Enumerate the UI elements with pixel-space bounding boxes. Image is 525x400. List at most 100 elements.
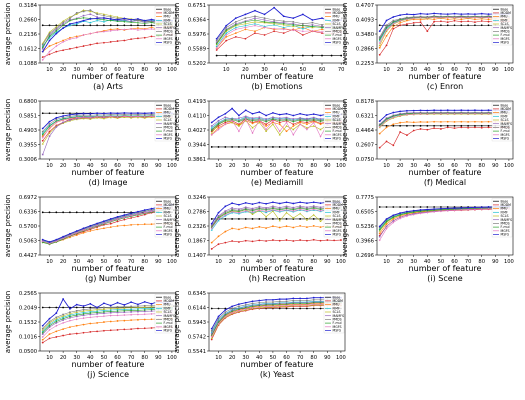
legend-entry: MDDM — [333, 299, 344, 303]
x-tick-label: 50 — [101, 163, 108, 169]
x-tick-label: 20 — [60, 163, 67, 169]
data-point — [210, 125, 213, 127]
data-point — [321, 54, 323, 57]
data-point — [406, 210, 408, 213]
data-point — [238, 305, 240, 308]
data-point — [48, 45, 51, 47]
data-point — [385, 218, 388, 220]
legend-entry: MDDM — [164, 203, 175, 207]
data-point — [378, 44, 381, 47]
data-point — [48, 324, 51, 327]
data-point — [487, 24, 490, 27]
data-point — [123, 328, 126, 331]
y-axis-label: average precision — [4, 99, 12, 161]
legend-entry: F-mul — [501, 225, 510, 229]
data-point — [62, 115, 65, 117]
data-point — [143, 308, 146, 312]
data-point — [251, 122, 254, 125]
data-point — [299, 224, 302, 227]
data-point — [130, 18, 133, 21]
legend-entry: F-mul — [333, 129, 342, 133]
series-line-pmu — [42, 223, 172, 245]
legend-entry: PMDS — [333, 30, 342, 34]
data-point — [378, 120, 381, 123]
y-tick-label: 0.4707 — [356, 3, 374, 9]
x-tick-label: 20 — [229, 259, 236, 265]
series-line-fimf — [379, 16, 509, 41]
series-line-pmds — [42, 206, 172, 243]
legend: BaseMDDMPMUFIMFSCLSMAMFSPMDSF-mulMGFSMSF… — [323, 102, 345, 142]
data-point — [150, 115, 153, 118]
data-point — [426, 121, 429, 123]
data-point — [306, 114, 308, 117]
data-point — [292, 133, 295, 136]
y-tick-label: 0.3861 — [188, 157, 206, 163]
data-point — [123, 309, 126, 312]
data-point — [244, 109, 247, 112]
data-point — [312, 207, 315, 210]
legend-entry: MDDM — [501, 107, 512, 111]
series-line-pmds — [379, 207, 509, 228]
data-point — [433, 24, 436, 27]
data-point — [41, 211, 44, 214]
legend-entry: PMDS — [164, 222, 173, 226]
data-point — [265, 210, 268, 213]
data-point — [234, 28, 237, 31]
data-point — [103, 222, 105, 225]
data-point — [474, 120, 476, 123]
data-point — [82, 10, 85, 13]
data-point — [265, 128, 268, 131]
series-line-pmu — [211, 303, 341, 337]
data-point — [244, 117, 247, 121]
data-point — [272, 121, 274, 124]
data-point — [143, 307, 146, 310]
data-point — [467, 126, 470, 129]
data-point — [137, 305, 139, 307]
data-point — [292, 206, 295, 209]
data-point — [258, 146, 261, 148]
data-point — [406, 109, 408, 112]
data-point — [109, 308, 112, 311]
x-tick-label: 20 — [397, 163, 404, 169]
series-line-mgfs — [211, 118, 342, 138]
data-point — [215, 54, 218, 57]
legend-entry: Base — [501, 7, 509, 11]
data-point — [123, 216, 126, 219]
data-point — [285, 211, 288, 214]
data-point — [103, 220, 105, 223]
data-point — [467, 206, 470, 209]
data-point — [412, 113, 415, 116]
data-point — [273, 6, 276, 9]
data-point — [238, 203, 240, 206]
data-point — [406, 113, 408, 116]
x-tick-label: 40 — [256, 259, 263, 265]
x-tick-label: 90 — [324, 355, 331, 361]
data-point — [41, 136, 44, 139]
data-point — [210, 338, 213, 341]
data-point — [299, 218, 302, 220]
x-tick-label: 60 — [114, 67, 121, 73]
data-point — [102, 308, 105, 310]
data-point — [235, 22, 237, 25]
data-point — [130, 113, 132, 116]
data-point — [103, 115, 105, 118]
data-point — [412, 213, 415, 216]
data-point — [480, 121, 483, 123]
series-line-pmds — [379, 15, 509, 38]
data-point — [460, 13, 463, 16]
data-point — [467, 124, 470, 127]
x-tick-label: 70 — [297, 163, 304, 169]
data-point — [143, 327, 146, 330]
data-point — [55, 121, 58, 124]
x-tick-label: 70 — [465, 163, 472, 169]
data-point — [251, 146, 254, 148]
legend-entry: MAMFS — [501, 122, 512, 126]
data-point — [136, 307, 139, 310]
data-point — [234, 17, 237, 20]
y-axis-label: average precision — [4, 195, 12, 257]
x-tick-label: 50 — [438, 67, 445, 73]
y-axis-label: average precision — [4, 3, 12, 65]
data-point — [69, 112, 71, 115]
